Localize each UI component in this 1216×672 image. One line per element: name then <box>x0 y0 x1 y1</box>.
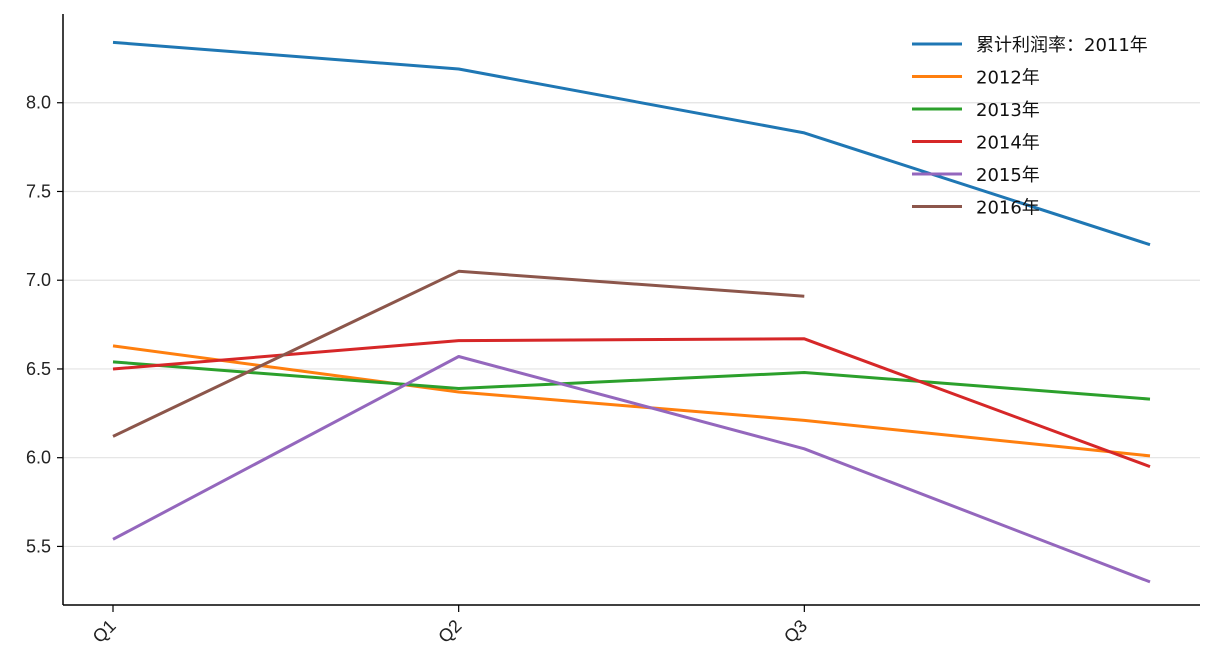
series-line-2 <box>112 360 1151 401</box>
series-line-1 <box>112 344 1151 458</box>
legend-label: 2012年 <box>976 68 1040 89</box>
x-tick-label: Q2 <box>434 616 465 647</box>
legend-label: 累计利润率：2011年 <box>976 35 1148 56</box>
series-line-0 <box>112 40 1151 247</box>
x-tick-label: Q1 <box>89 616 120 647</box>
legend: 累计利润率：2011年 2012年 2013年 2014年 2015年 2016年 <box>912 35 1148 219</box>
legend-label: 2016年 <box>976 198 1040 219</box>
y-tick-label: 7.5 <box>26 181 51 201</box>
series-line-5 <box>112 269 805 438</box>
x-axis-ticks: Q1 Q2 Q3 <box>89 605 811 647</box>
legend-label: 2014年 <box>976 133 1040 154</box>
series-lines <box>112 40 1151 584</box>
y-tick-label: 6.5 <box>26 359 51 379</box>
y-axis-ticks: 5.5 6.0 6.5 7.0 7.5 8.0 <box>26 93 63 556</box>
legend-label: 2013年 <box>976 100 1040 121</box>
legend-label: 2015年 <box>976 165 1040 186</box>
axes <box>62 14 1200 606</box>
y-tick-label: 5.5 <box>26 536 51 556</box>
y-tick-label: 6.0 <box>26 448 51 468</box>
y-tick-label: 8.0 <box>26 93 51 113</box>
y-tick-label: 7.0 <box>26 270 51 290</box>
series-line-4 <box>112 355 1151 584</box>
x-tick-label: Q3 <box>780 616 811 647</box>
